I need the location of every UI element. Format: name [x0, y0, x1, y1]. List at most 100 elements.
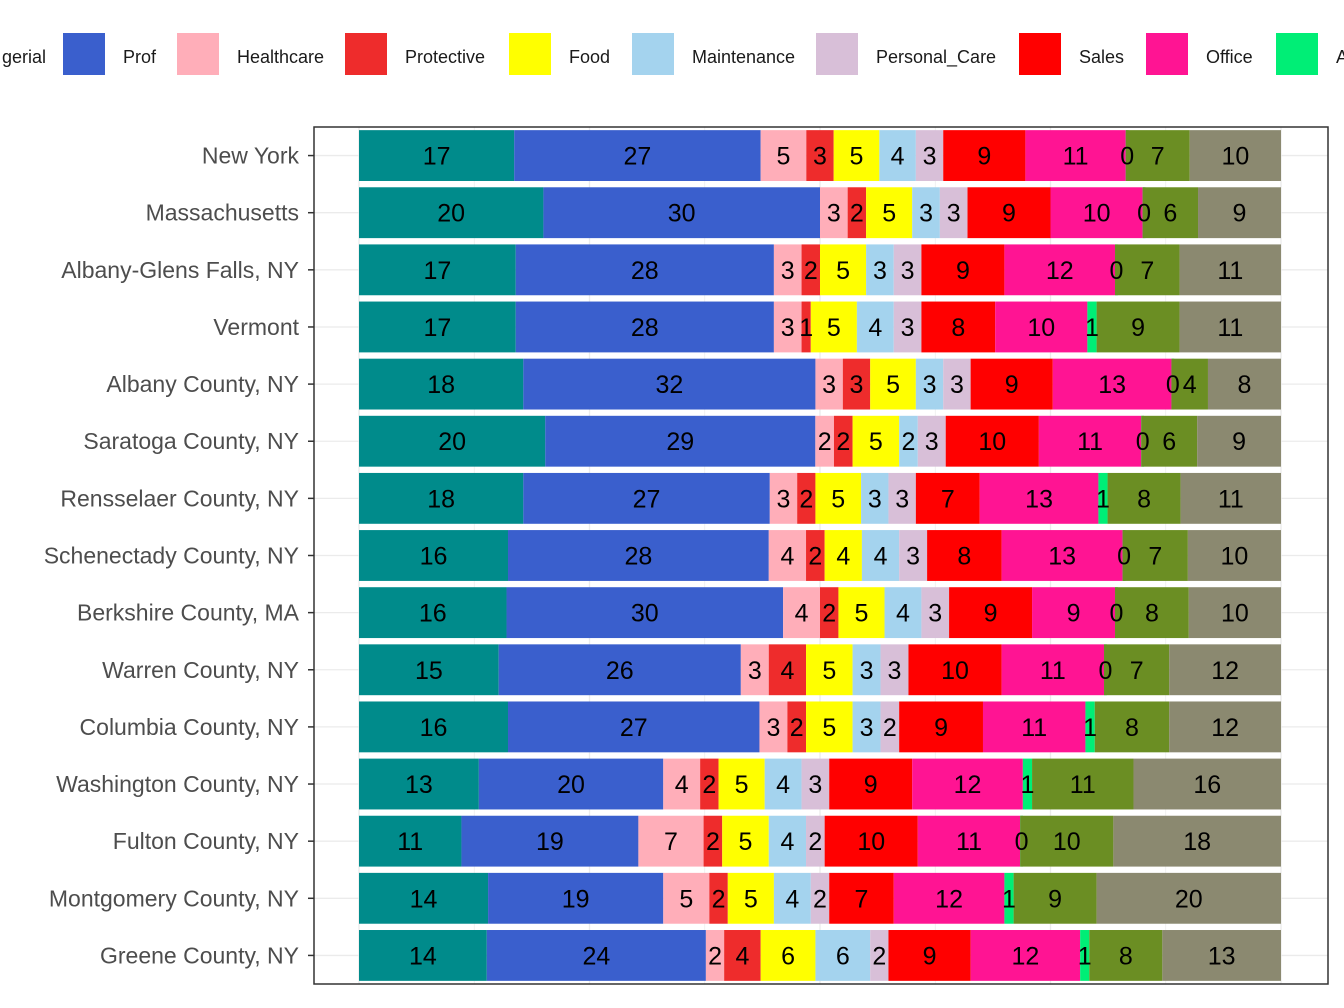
- bar-segment: [359, 644, 499, 696]
- bar-value-label: 18: [427, 371, 455, 399]
- bar-segment: [979, 472, 1099, 524]
- bar-segment: [1052, 358, 1172, 410]
- bar-segment: [917, 415, 946, 467]
- legend-label-5: Maintenance: [692, 47, 795, 67]
- bar-segment: [949, 587, 1033, 639]
- bar-value-label: 26: [606, 657, 634, 685]
- bar-segment: [820, 244, 867, 296]
- bar-value-label: 7: [664, 828, 678, 856]
- bar-segment: [967, 187, 1051, 239]
- bar-segment: [888, 930, 971, 981]
- bar-segment: [705, 930, 725, 981]
- legend: gerial Prof Healthcare Protective Food Mainte…: [0, 0, 1344, 110]
- bar-value-label: 9: [1048, 885, 1062, 913]
- bar-value-label: 2: [850, 200, 864, 228]
- bar-value-label: 4: [776, 771, 790, 799]
- bar-segment: [508, 530, 769, 581]
- bar-segment: [970, 358, 1053, 410]
- legend-label-6: Personal_Care: [876, 47, 996, 68]
- bar-value-label: 1: [1096, 485, 1110, 513]
- bar-segment: [359, 244, 516, 296]
- bar-value-label: 3: [860, 657, 874, 685]
- bar-segment: [801, 758, 830, 810]
- bar-value-label: 5: [850, 143, 864, 171]
- bar-segment: [915, 472, 980, 524]
- bar-segment: [1038, 415, 1142, 467]
- bar-segment: [810, 301, 857, 353]
- bar-segment: [663, 872, 710, 924]
- bar-value-label: 3: [950, 371, 964, 399]
- bar-value-label: 5: [822, 714, 836, 742]
- bar-value-label: 3: [766, 714, 780, 742]
- bar-value-label: 10: [1221, 543, 1249, 571]
- bar-segment: [359, 301, 516, 353]
- bar-segment: [852, 701, 881, 753]
- bar-value-label: 16: [419, 600, 447, 628]
- bar-segment: [1115, 587, 1189, 639]
- bar-value-label: 3: [813, 143, 827, 171]
- bar-value-label: 5: [882, 200, 896, 228]
- bar-segment: [1207, 358, 1281, 410]
- bar-value-label: 4: [868, 314, 882, 342]
- bar-segment: [1133, 758, 1281, 810]
- bar-value-label: 20: [557, 771, 585, 799]
- bar-segment: [1096, 872, 1281, 924]
- bar-value-label: 4: [795, 600, 809, 628]
- bar-segment: [768, 815, 807, 867]
- bar-value-label: 11: [1070, 771, 1096, 799]
- bar-value-label: 32: [655, 371, 683, 399]
- bar-value-label: 9: [1005, 371, 1019, 399]
- bar-segment: [1198, 187, 1281, 239]
- bar-value-label: 3: [895, 485, 909, 513]
- bar-value-label: 20: [1175, 885, 1203, 913]
- legend-key-2: [177, 33, 219, 75]
- bar-value-label: 3: [923, 371, 937, 399]
- bar-value-label: 3: [873, 257, 887, 285]
- bar-value-label: 10: [1221, 143, 1249, 171]
- bar-value-label: 5: [869, 428, 883, 456]
- bar-segment: [1113, 815, 1281, 867]
- bar-value-label: 3: [860, 714, 874, 742]
- bar-segment: [523, 472, 770, 524]
- bar-value-label: 2: [804, 257, 818, 285]
- bar-value-label: 3: [923, 143, 937, 171]
- bar-segment: [768, 530, 807, 581]
- bar-segment: [1022, 758, 1033, 810]
- bar-value-label: 28: [631, 314, 659, 342]
- bar-segment: [899, 530, 928, 581]
- bar-segment: [866, 187, 913, 239]
- y-tick-label: Albany County, NY: [106, 371, 299, 397]
- bar-value-label: 3: [947, 200, 961, 228]
- bar-segment: [1125, 130, 1190, 181]
- bar-value-label: 18: [1183, 828, 1211, 856]
- bar-value-label: 6: [1163, 200, 1177, 228]
- bar-segment: [773, 301, 802, 353]
- bar-segment: [1096, 301, 1180, 353]
- bar-segment: [899, 701, 983, 753]
- bar-segment: [927, 530, 1002, 581]
- bar-segment: [508, 701, 760, 753]
- bar-value-label: 30: [631, 600, 659, 628]
- bar-segment: [1115, 244, 1180, 296]
- bar-segment: [1162, 930, 1281, 981]
- bar-segment: [824, 530, 862, 581]
- legend-key-4: [509, 33, 551, 75]
- legend-label-cut-left: gerial: [2, 47, 46, 67]
- bar-value-label: 9: [1232, 428, 1246, 456]
- bar-segment: [498, 644, 741, 696]
- bar-segment: [718, 758, 765, 810]
- bar-value-label: 7: [1151, 143, 1165, 171]
- bar-value-label: 13: [1025, 485, 1053, 513]
- bar-segment: [1189, 130, 1281, 181]
- bar-segment: [1169, 644, 1281, 696]
- bar-segment: [970, 930, 1081, 981]
- bar-value-label: 6: [836, 942, 850, 970]
- bar-value-label: 2: [818, 428, 832, 456]
- legend-svg: gerial Prof Healthcare Protective Food Mainte…: [2, 33, 1344, 75]
- bar-segment: [908, 644, 1002, 696]
- bar-value-label: 2: [790, 714, 804, 742]
- bar-value-label: 5: [735, 771, 749, 799]
- bar-segment: [982, 701, 1086, 753]
- bar-value-label: 9: [1067, 600, 1081, 628]
- y-tick-label: Schenectady County, NY: [44, 543, 299, 569]
